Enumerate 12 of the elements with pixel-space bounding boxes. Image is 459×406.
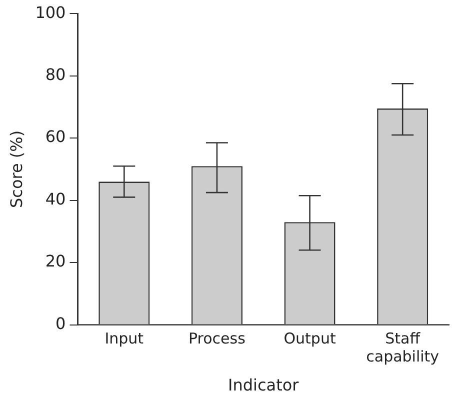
y-tick-label: 60: [45, 127, 66, 146]
y-tick-label: 0: [56, 314, 66, 333]
y-tick-label: 80: [45, 64, 66, 84]
y-tick-label: 100: [35, 2, 66, 22]
x-axis-title: Indicator: [228, 376, 300, 395]
y-axis-title: Score (%): [6, 130, 26, 208]
x-tick-label: Input: [104, 330, 144, 348]
x-tick-label: Output: [284, 330, 336, 348]
x-tick-label: Process: [188, 330, 246, 348]
y-tick-label: 20: [45, 252, 66, 271]
x-tick-label: Staff capability: [366, 330, 440, 366]
y-tick-label: 40: [45, 189, 66, 208]
